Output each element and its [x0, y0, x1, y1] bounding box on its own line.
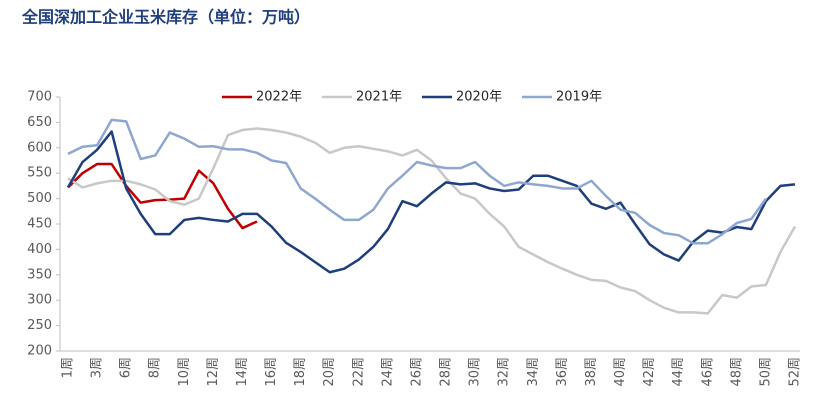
x-tick-label: 30周 [468, 357, 483, 387]
x-tick-label: 16周 [264, 357, 279, 387]
y-tick-label: 200 [27, 344, 52, 359]
x-tick-label: 40周 [613, 357, 628, 387]
chart-title: 全国深加工企业玉米库存（单位：万吨） [21, 8, 310, 27]
y-tick-label: 250 [27, 318, 52, 333]
x-tick-label: 42周 [642, 357, 657, 387]
x-tick-label: 46周 [700, 357, 715, 387]
x-tick-label: 24周 [380, 357, 395, 387]
series-line [67, 118, 767, 245]
y-tick-label: 600 [27, 140, 52, 155]
y-tick-label: 350 [27, 267, 52, 282]
x-tick-label: 1周 [61, 357, 76, 378]
x-tick-label: 32周 [497, 357, 512, 387]
legend-label: 2019年 [556, 90, 602, 105]
x-tick-label: 52周 [788, 357, 803, 387]
x-tick-label: 3周 [90, 357, 105, 378]
series-line [66, 130, 796, 274]
x-tick-label: 20周 [322, 357, 337, 387]
x-tick-label: 28周 [439, 357, 454, 387]
legend-label: 2021年 [356, 90, 402, 105]
y-tick-label: 650 [27, 115, 52, 130]
x-tick-label: 38周 [584, 357, 599, 387]
x-tick-label: 6周 [119, 357, 134, 378]
x-tick-label: 14周 [235, 357, 250, 387]
x-tick-label: 50周 [758, 357, 773, 387]
y-tick-label: 700 [27, 90, 52, 105]
series-line [67, 127, 797, 315]
series-line [67, 162, 258, 230]
y-tick-label: 400 [27, 242, 52, 257]
x-tick-label: 48周 [729, 357, 744, 387]
x-tick-label: 22周 [351, 357, 366, 387]
x-tick-label: 8周 [148, 357, 163, 378]
x-tick-label: 34周 [526, 357, 541, 387]
x-tick-label: 26周 [409, 357, 424, 387]
x-tick-label: 36周 [555, 357, 570, 387]
y-tick-label: 500 [27, 191, 52, 206]
x-tick-label: 10周 [177, 357, 192, 387]
x-tick-label: 18周 [293, 357, 308, 387]
y-tick-label: 550 [27, 166, 52, 181]
y-tick-label: 300 [27, 293, 52, 308]
legend-label: 2022年 [256, 90, 302, 105]
x-tick-label: 12周 [206, 357, 221, 387]
y-tick-label: 450 [27, 217, 52, 232]
x-tick-label: 44周 [671, 357, 686, 387]
legend-label: 2020年 [456, 90, 502, 105]
